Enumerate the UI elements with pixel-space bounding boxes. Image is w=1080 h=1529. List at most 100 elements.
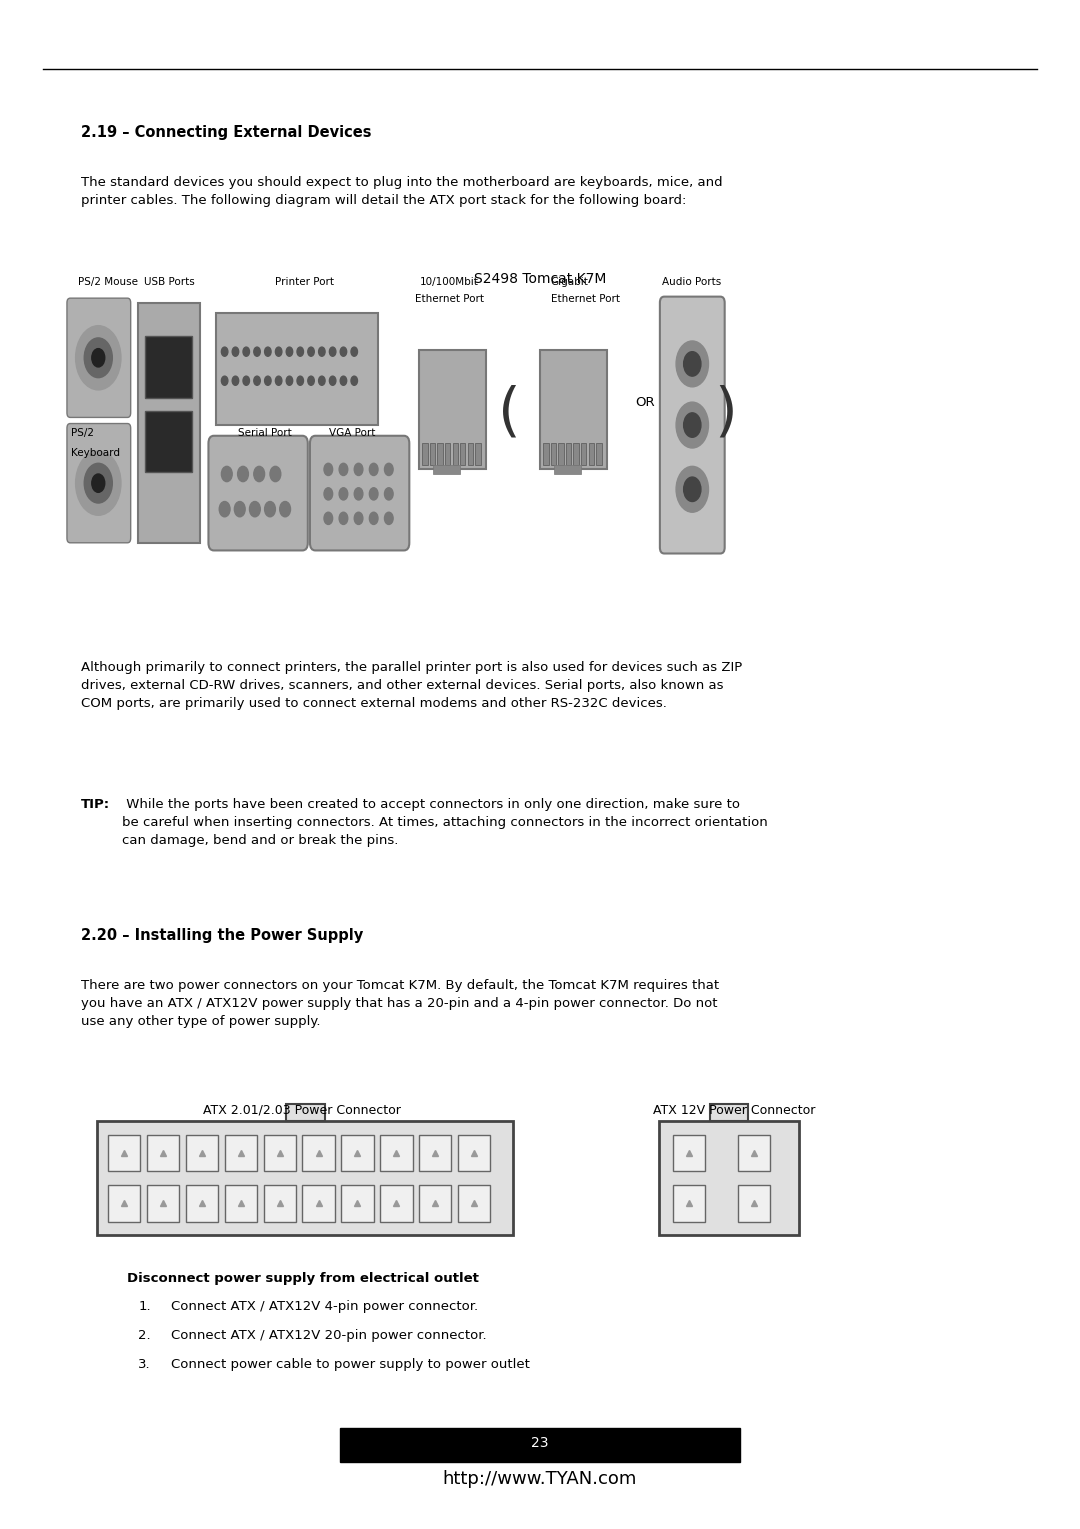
Bar bbox=[419, 1185, 451, 1222]
Text: Ethernet Port: Ethernet Port bbox=[551, 294, 620, 304]
Circle shape bbox=[384, 512, 393, 524]
Circle shape bbox=[243, 376, 249, 385]
Bar bbox=[453, 443, 458, 465]
Bar bbox=[302, 1185, 335, 1222]
Circle shape bbox=[319, 376, 325, 385]
Text: 3.: 3. bbox=[138, 1358, 151, 1372]
Bar bbox=[380, 1185, 413, 1222]
Text: Audio Ports: Audio Ports bbox=[662, 277, 720, 287]
Circle shape bbox=[351, 376, 357, 385]
Circle shape bbox=[351, 347, 357, 356]
Text: (: ( bbox=[498, 384, 522, 442]
Circle shape bbox=[676, 466, 708, 512]
Text: ): ) bbox=[714, 384, 738, 442]
Circle shape bbox=[275, 347, 282, 356]
Bar bbox=[673, 1185, 705, 1222]
Circle shape bbox=[84, 463, 112, 503]
Circle shape bbox=[254, 466, 265, 482]
Text: 2.19 – Connecting External Devices: 2.19 – Connecting External Devices bbox=[81, 125, 372, 141]
FancyBboxPatch shape bbox=[660, 297, 725, 553]
Text: Serial Port: Serial Port bbox=[238, 428, 292, 439]
Text: Disconnect power supply from electrical outlet: Disconnect power supply from electrical … bbox=[127, 1272, 480, 1286]
Circle shape bbox=[280, 502, 291, 517]
Bar bbox=[468, 443, 473, 465]
Text: S2498 Tomcat K7M: S2498 Tomcat K7M bbox=[474, 272, 606, 286]
Bar bbox=[738, 1135, 770, 1171]
Circle shape bbox=[354, 512, 363, 524]
Circle shape bbox=[354, 488, 363, 500]
Bar bbox=[551, 443, 556, 465]
Bar bbox=[225, 1135, 257, 1171]
Circle shape bbox=[354, 463, 363, 476]
Text: 2.20 – Installing the Power Supply: 2.20 – Installing the Power Supply bbox=[81, 928, 363, 943]
Circle shape bbox=[329, 376, 336, 385]
Circle shape bbox=[329, 347, 336, 356]
FancyBboxPatch shape bbox=[208, 436, 308, 550]
Bar bbox=[147, 1135, 179, 1171]
Bar bbox=[589, 443, 594, 465]
Bar bbox=[225, 1185, 257, 1222]
Bar bbox=[145, 411, 192, 472]
Text: Gigabit: Gigabit bbox=[551, 277, 589, 287]
Circle shape bbox=[234, 502, 245, 517]
Circle shape bbox=[339, 463, 348, 476]
Bar bbox=[581, 443, 586, 465]
Bar bbox=[543, 443, 549, 465]
Bar bbox=[475, 443, 481, 465]
Circle shape bbox=[92, 474, 105, 492]
Text: ATX 12V Power Connector: ATX 12V Power Connector bbox=[653, 1104, 815, 1118]
Circle shape bbox=[369, 463, 378, 476]
Bar bbox=[341, 1185, 374, 1222]
Bar bbox=[186, 1135, 218, 1171]
Bar bbox=[340, 1428, 740, 1462]
Bar bbox=[216, 313, 378, 425]
FancyBboxPatch shape bbox=[67, 424, 131, 543]
Bar bbox=[302, 1135, 335, 1171]
FancyBboxPatch shape bbox=[310, 436, 409, 550]
Bar bbox=[264, 1185, 296, 1222]
Circle shape bbox=[270, 466, 281, 482]
Text: Connect power cable to power supply to power outlet: Connect power cable to power supply to p… bbox=[171, 1358, 529, 1372]
Circle shape bbox=[676, 341, 708, 387]
Bar bbox=[264, 1135, 296, 1171]
Circle shape bbox=[254, 376, 260, 385]
Bar bbox=[458, 1185, 490, 1222]
Circle shape bbox=[369, 512, 378, 524]
Circle shape bbox=[684, 477, 701, 502]
Bar bbox=[145, 336, 192, 398]
Text: The standard devices you should expect to plug into the motherboard are keyboard: The standard devices you should expect t… bbox=[81, 176, 723, 206]
Circle shape bbox=[84, 338, 112, 378]
Circle shape bbox=[265, 376, 271, 385]
Text: Connect ATX / ATX12V 20-pin power connector.: Connect ATX / ATX12V 20-pin power connec… bbox=[171, 1329, 486, 1342]
Circle shape bbox=[286, 376, 293, 385]
Bar bbox=[108, 1185, 140, 1222]
Circle shape bbox=[243, 347, 249, 356]
Circle shape bbox=[221, 347, 228, 356]
Circle shape bbox=[265, 347, 271, 356]
Circle shape bbox=[238, 466, 248, 482]
Circle shape bbox=[221, 376, 228, 385]
Text: USB Ports: USB Ports bbox=[144, 277, 194, 287]
Circle shape bbox=[297, 347, 303, 356]
Bar bbox=[445, 443, 450, 465]
Circle shape bbox=[92, 349, 105, 367]
Circle shape bbox=[384, 488, 393, 500]
Text: ATX 2.01/2.03 Power Connector: ATX 2.01/2.03 Power Connector bbox=[203, 1104, 402, 1118]
Circle shape bbox=[319, 347, 325, 356]
Circle shape bbox=[265, 502, 275, 517]
Circle shape bbox=[324, 488, 333, 500]
Text: OR: OR bbox=[635, 396, 654, 408]
Bar bbox=[422, 443, 428, 465]
Text: Ethernet Port: Ethernet Port bbox=[415, 294, 484, 304]
Bar bbox=[710, 1104, 748, 1121]
Bar bbox=[433, 465, 460, 474]
Bar bbox=[380, 1135, 413, 1171]
Text: Keyboard: Keyboard bbox=[71, 448, 120, 459]
Bar bbox=[97, 1121, 513, 1235]
Text: VGA Port: VGA Port bbox=[329, 428, 376, 439]
Circle shape bbox=[684, 352, 701, 376]
Bar bbox=[138, 303, 200, 543]
Circle shape bbox=[369, 488, 378, 500]
Bar bbox=[738, 1185, 770, 1222]
Circle shape bbox=[76, 451, 121, 515]
